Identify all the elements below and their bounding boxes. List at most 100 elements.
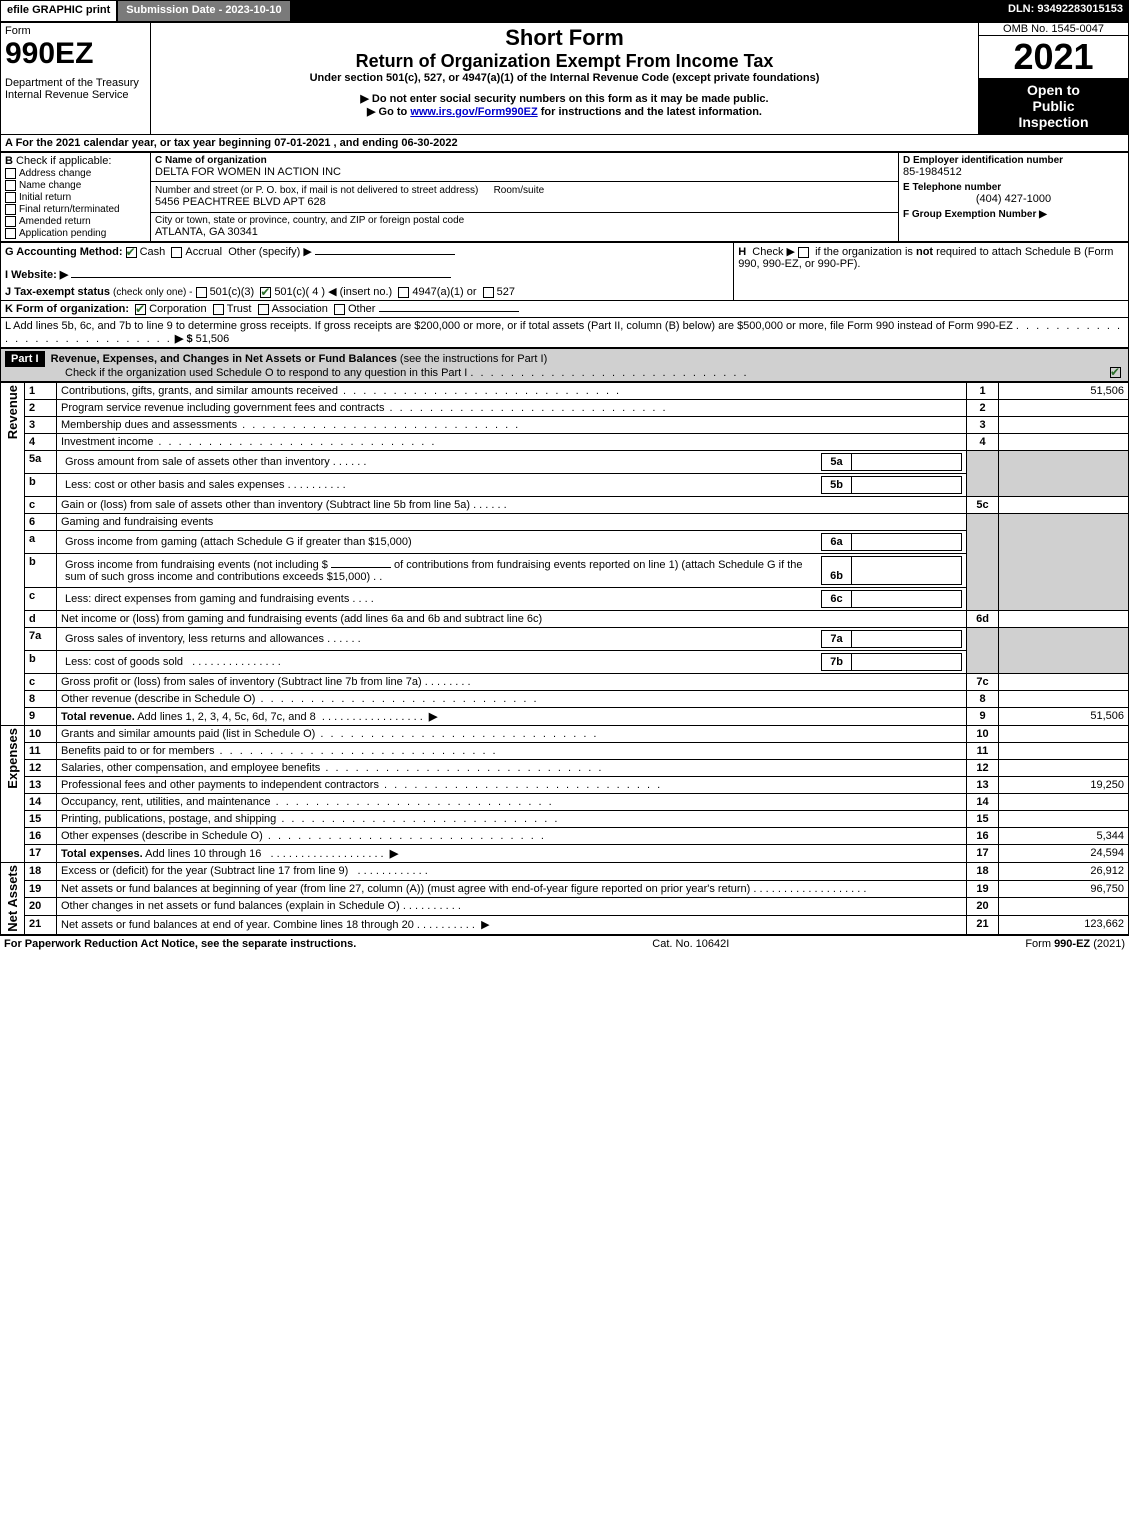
dept-treasury: Department of the Treasury bbox=[5, 77, 146, 89]
checkbox-name-change[interactable] bbox=[5, 180, 16, 191]
g-cash: Cash bbox=[140, 246, 166, 258]
ghijkl-table: G Accounting Method: Cash Accrual Other … bbox=[0, 242, 1129, 348]
section-l: L Add lines 5b, 6c, and 7b to line 9 to … bbox=[1, 318, 1129, 348]
k-assoc: Association bbox=[272, 303, 328, 315]
l7b-text: Less: cost of goods sold bbox=[65, 656, 183, 668]
l16-num: 16 bbox=[25, 828, 57, 845]
l6a-box-amt[interactable] bbox=[852, 534, 962, 551]
lines-table: Revenue 1 Contributions, gifts, grants, … bbox=[0, 382, 1129, 935]
k-label: K Form of organization: bbox=[5, 303, 129, 315]
submission-date: Submission Date - 2023-10-10 bbox=[117, 0, 290, 22]
i-label: I Website: ▶ bbox=[5, 269, 68, 281]
bcdef-table: B Check if applicable: Address change Na… bbox=[0, 152, 1129, 242]
l5b-box-amt[interactable] bbox=[852, 477, 962, 494]
form-cell: Form 990EZ Department of the Treasury In… bbox=[1, 23, 151, 135]
street-label: Number and street (or P. O. box, if mail… bbox=[155, 185, 478, 196]
l5a-box-amt[interactable] bbox=[852, 454, 962, 471]
l6a-num: a bbox=[25, 531, 57, 554]
l18-num: 18 bbox=[25, 863, 57, 881]
l9-arrow: ▶ bbox=[429, 711, 437, 723]
l6b-box-amt[interactable] bbox=[852, 557, 962, 585]
l20-num: 20 bbox=[25, 898, 57, 916]
l1-desc: Contributions, gifts, grants, and simila… bbox=[57, 383, 967, 400]
line-a-text: A For the 2021 calendar year, or tax yea… bbox=[5, 137, 458, 149]
checkbox-501c3[interactable] bbox=[196, 287, 207, 298]
netassets-sidelabel-cell: Net Assets bbox=[1, 863, 25, 935]
l3-num: 3 bbox=[25, 417, 57, 434]
checkbox-corporation[interactable] bbox=[135, 304, 146, 315]
l6c-box-amt[interactable] bbox=[852, 591, 962, 608]
l1-r: 1 bbox=[967, 383, 999, 400]
dots-icon bbox=[276, 813, 559, 825]
g-label: G Accounting Method: bbox=[5, 246, 123, 258]
checkbox-cash[interactable] bbox=[126, 247, 137, 258]
l10-text: Grants and similar amounts paid (list in… bbox=[61, 728, 315, 740]
g-other-input[interactable] bbox=[315, 254, 455, 255]
dots-icon bbox=[271, 796, 554, 808]
l19-r: 19 bbox=[967, 880, 999, 898]
l4-desc: Investment income bbox=[57, 434, 967, 451]
l15-amt bbox=[999, 811, 1129, 828]
checkbox-527[interactable] bbox=[483, 287, 494, 298]
form-word: Form bbox=[5, 25, 146, 37]
top-bar: efile GRAPHIC print Submission Date - 20… bbox=[0, 0, 1129, 22]
j-sub: (check only one) - bbox=[113, 287, 192, 298]
open-to-public-box: Open to Public Inspection bbox=[979, 78, 1128, 134]
irs-link[interactable]: www.irs.gov/Form990EZ bbox=[410, 106, 537, 118]
l6b-blank[interactable] bbox=[331, 567, 391, 568]
c-label: C Name of organization bbox=[155, 155, 894, 166]
part1-title: Revenue, Expenses, and Changes in Net As… bbox=[51, 353, 397, 365]
checkbox-initial-return[interactable] bbox=[5, 192, 16, 203]
part1-dots bbox=[470, 367, 748, 379]
l3-r: 3 bbox=[967, 417, 999, 434]
dots-icon bbox=[255, 693, 538, 705]
l16-desc: Other expenses (describe in Schedule O) bbox=[57, 828, 967, 845]
l5b-desc: Less: cost or other basis and sales expe… bbox=[57, 474, 967, 497]
g-accrual: Accrual bbox=[185, 246, 222, 258]
f-label: F Group Exemption Number ▶ bbox=[903, 209, 1124, 220]
f-label-text: F Group Exemption Number ▶ bbox=[903, 209, 1047, 220]
checkbox-501c[interactable] bbox=[260, 287, 271, 298]
l19-num: 19 bbox=[25, 880, 57, 898]
dots-icon bbox=[237, 419, 520, 431]
website-input[interactable] bbox=[71, 277, 451, 278]
checkbox-schedule-b[interactable] bbox=[798, 247, 809, 258]
checkbox-trust[interactable] bbox=[213, 304, 224, 315]
k-other-input[interactable] bbox=[379, 311, 519, 312]
l6c-text-cell: Less: direct expenses from gaming and fu… bbox=[61, 591, 822, 608]
l17-r: 17 bbox=[967, 845, 999, 863]
l13-text: Professional fees and other payments to … bbox=[61, 779, 379, 791]
l5ab-amt-shade bbox=[999, 451, 1129, 497]
l7b-box-amt[interactable] bbox=[852, 654, 962, 671]
l5c-num: c bbox=[25, 497, 57, 514]
l5a-text: Gross amount from sale of assets other t… bbox=[65, 456, 330, 468]
l6b-num: b bbox=[25, 554, 57, 588]
ein-value: 85-1984512 bbox=[903, 166, 1124, 178]
efile-print-label[interactable]: efile GRAPHIC print bbox=[0, 0, 117, 22]
l2-amt bbox=[999, 400, 1129, 417]
checkbox-amended-return[interactable] bbox=[5, 216, 16, 227]
l-value: 51,506 bbox=[196, 333, 230, 345]
checkbox-association[interactable] bbox=[258, 304, 269, 315]
j-o2: 501(c)( 4 ) ◀ (insert no.) bbox=[274, 286, 392, 298]
checkbox-final-return[interactable] bbox=[5, 204, 16, 215]
l6a-text-cell: Gross income from gaming (attach Schedul… bbox=[61, 534, 822, 551]
checkbox-4947[interactable] bbox=[398, 287, 409, 298]
l4-amt bbox=[999, 434, 1129, 451]
l6a-desc: Gross income from gaming (attach Schedul… bbox=[57, 531, 967, 554]
checkbox-application-pending[interactable] bbox=[5, 228, 16, 239]
l6c-num: c bbox=[25, 588, 57, 611]
l7a-box-amt[interactable] bbox=[852, 631, 962, 648]
l9-amt: 51,506 bbox=[999, 708, 1129, 726]
l20-desc: Other changes in net assets or fund bala… bbox=[57, 898, 967, 916]
l6b-text-cell: Gross income from fundraising events (no… bbox=[61, 557, 822, 585]
checkbox-other-org[interactable] bbox=[334, 304, 345, 315]
checkbox-schedule-o-part1[interactable] bbox=[1110, 367, 1121, 378]
checkbox-accrual[interactable] bbox=[171, 247, 182, 258]
form-number: 990EZ bbox=[5, 37, 146, 71]
l18-amt: 26,912 bbox=[999, 863, 1129, 881]
l4-r: 4 bbox=[967, 434, 999, 451]
b-initial: Initial return bbox=[19, 192, 71, 203]
right-header-cell: OMB No. 1545-0047 2021 Open to Public In… bbox=[979, 23, 1129, 135]
checkbox-address-change[interactable] bbox=[5, 168, 16, 179]
